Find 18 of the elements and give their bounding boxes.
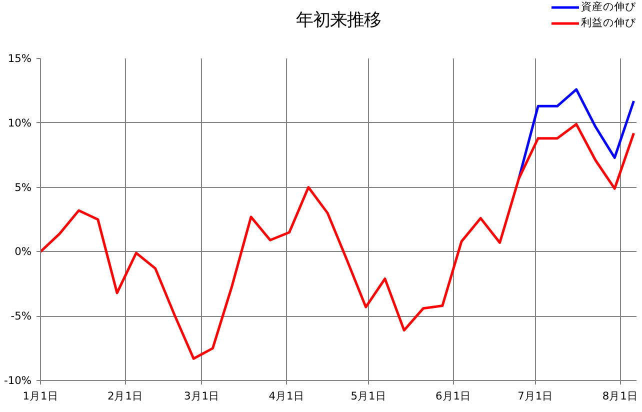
y-tick-label: 0%: [14, 245, 32, 258]
x-tick-label: 6月1日: [436, 390, 472, 402]
line-series: [518, 88, 636, 180]
x-tick-label: 7月1日: [518, 390, 554, 402]
x-tick-label: 2月1日: [107, 390, 144, 402]
x-tick-label: 1月1日: [22, 390, 58, 402]
y-tick-label: 10%: [8, 116, 32, 130]
legend-label: 資産の伸び: [581, 0, 636, 14]
chart-title: 年初来推移: [296, 10, 381, 30]
x-tick-label: 8月1日: [602, 390, 638, 402]
x-tick-label: 3月1日: [184, 390, 220, 402]
x-tick-label: 5月1日: [350, 390, 386, 402]
legend-label: 利益の伸び: [581, 16, 636, 30]
y-tick-label: -10%: [4, 374, 32, 387]
y-tick-label: -5%: [10, 310, 32, 323]
x-tick-label: 4月1日: [268, 390, 304, 402]
y-tick-label: 15%: [8, 52, 32, 65]
y-tick-label: 5%: [14, 180, 32, 194]
